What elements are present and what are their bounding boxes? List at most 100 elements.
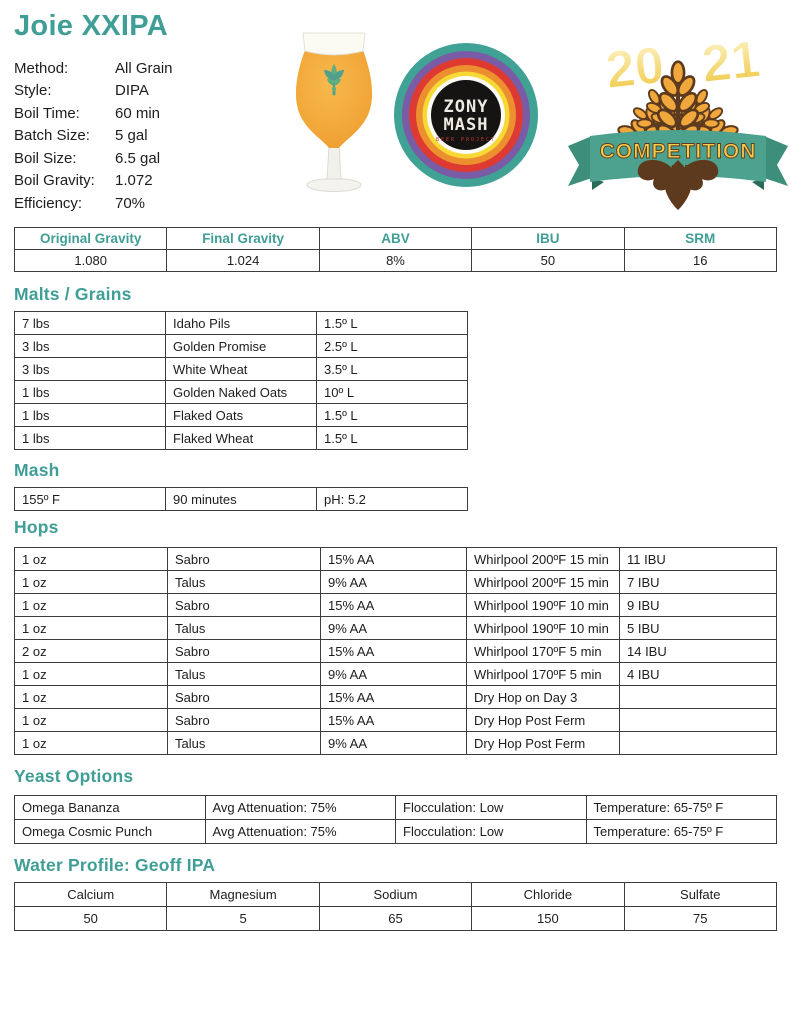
info-value: 60 min xyxy=(115,104,161,122)
malt-amount: 3 lbs xyxy=(14,357,166,381)
water-table: Calcium Magnesium Sodium Chloride Sulfat… xyxy=(13,882,778,931)
hop-use: Dry Hop on Day 3 xyxy=(466,685,620,709)
hop-name: Talus xyxy=(167,662,321,686)
malt-lovibond: 10º L xyxy=(316,380,468,404)
water-value: 50 xyxy=(13,906,168,931)
table-row: 1 oz Sabro 15% AA Whirlpool 200ºF 15 min… xyxy=(14,547,777,571)
yeast-attenuation: Avg Attenuation: 75% xyxy=(204,795,396,820)
hop-aa: 15% AA xyxy=(320,639,467,663)
glass-foot xyxy=(306,145,362,192)
mash-time: 90 minutes xyxy=(165,487,317,511)
hop-name: Sabro xyxy=(167,547,321,571)
malt-amount: 7 lbs xyxy=(14,311,166,335)
malt-amount: 1 lbs xyxy=(14,403,166,427)
hop-aa: 15% AA xyxy=(320,547,467,571)
stat-header: SRM xyxy=(623,227,778,250)
logo-word-2: MASH xyxy=(444,115,489,135)
hop-name: Sabro xyxy=(167,685,321,709)
hop-ibu: 9 IBU xyxy=(619,593,777,617)
water-value: 65 xyxy=(318,906,473,931)
yeast-attenuation: Avg Attenuation: 75% xyxy=(204,819,396,844)
badge-year-left: 20 xyxy=(603,36,667,100)
malt-name: Golden Naked Oats xyxy=(165,380,317,404)
info-label: Style: xyxy=(14,82,52,100)
hop-ibu: 14 IBU xyxy=(619,639,777,663)
hop-amount: 2 oz xyxy=(14,639,168,663)
water-value-row: 50 5 65 150 75 xyxy=(13,906,778,931)
water-heading: Water Profile: Geoff IPA xyxy=(14,855,216,875)
info-label: Method: xyxy=(14,59,69,77)
mash-heading: Mash xyxy=(14,460,60,480)
hop-name: Talus xyxy=(167,570,321,594)
hop-aa: 15% AA xyxy=(320,593,467,617)
hop-amount: 1 oz xyxy=(14,616,168,640)
hop-use: Whirlpool 170ºF 5 min xyxy=(466,662,620,686)
logo-word-1: ZONY xyxy=(444,97,489,117)
stat-value: 50 xyxy=(471,249,625,272)
malt-lovibond: 2.5º L xyxy=(316,334,468,358)
logo-center xyxy=(431,80,501,150)
hop-ibu: 11 IBU xyxy=(619,547,777,571)
info-label: Efficiency: xyxy=(14,194,83,212)
stat-header: IBU xyxy=(471,227,625,250)
hop-aa: 15% AA xyxy=(320,708,467,732)
hop-use: Whirlpool 190ºF 10 min xyxy=(466,593,620,617)
malt-name: Flaked Wheat xyxy=(165,426,317,450)
hop-use: Whirlpool 200ºF 15 min xyxy=(466,547,620,571)
fleur-de-lis-icon xyxy=(637,159,719,210)
stat-value: 1.024 xyxy=(166,249,320,272)
hop-amount: 1 oz xyxy=(14,570,168,594)
info-row-style: Style: DIPA xyxy=(14,80,173,103)
water-header: Sodium xyxy=(318,882,473,907)
hop-amount: 1 oz xyxy=(14,593,168,617)
info-row-boil-size: Boil Size: 6.5 gal xyxy=(14,147,173,170)
hop-use: Whirlpool 190ºF 10 min xyxy=(466,616,620,640)
table-row: 155º F 90 minutes pH: 5.2 xyxy=(14,487,468,511)
info-value: 5 gal xyxy=(115,127,148,145)
hop-ibu: 5 IBU xyxy=(619,616,777,640)
hop-name: Talus xyxy=(167,616,321,640)
foam-head xyxy=(302,32,366,56)
table-row: 3 lbs Golden Promise 2.5º L xyxy=(14,334,468,358)
table-row: 1 oz Talus 9% AA Dry Hop Post Ferm xyxy=(14,731,777,755)
mash-table: 155º F 90 minutes pH: 5.2 xyxy=(14,487,468,511)
malt-name: Golden Promise xyxy=(165,334,317,358)
zony-mash-logo: ZONY MASH BEER PROJECT xyxy=(394,43,538,187)
stat-value: 8% xyxy=(318,249,473,272)
info-row-efficiency: Efficiency: 70% xyxy=(14,192,173,215)
stat-header: Original Gravity xyxy=(13,227,168,250)
beer-body xyxy=(295,50,373,148)
mash-ph: pH: 5.2 xyxy=(316,487,468,511)
hop-emblem-icon xyxy=(324,64,344,96)
table-row: 1 oz Sabro 15% AA Dry Hop Post Ferm xyxy=(14,708,777,732)
malt-name: Idaho Pils xyxy=(165,311,317,335)
hop-name: Sabro xyxy=(167,639,321,663)
yeast-name: Omega Cosmic Punch xyxy=(14,819,206,844)
malt-lovibond: 1.5º L xyxy=(316,426,468,450)
table-row: 1 lbs Flaked Oats 1.5º L xyxy=(14,403,468,427)
hops-table: 1 oz Sabro 15% AA Whirlpool 200ºF 15 min… xyxy=(14,547,777,755)
page-title: Joie XXIPA xyxy=(14,10,168,42)
table-row: 1 oz Sabro 15% AA Dry Hop on Day 3 xyxy=(14,685,777,709)
table-row: 1 oz Sabro 15% AA Whirlpool 190ºF 10 min… xyxy=(14,593,777,617)
hop-ibu: 7 IBU xyxy=(619,570,777,594)
beer-glass-illustration xyxy=(295,32,373,192)
table-row: 1 oz Talus 9% AA Whirlpool 190ºF 10 min … xyxy=(14,616,777,640)
malt-lovibond: 1.5º L xyxy=(316,403,468,427)
info-value: 6.5 gal xyxy=(115,149,161,167)
malts-heading: Malts / Grains xyxy=(14,284,132,304)
water-header: Calcium xyxy=(13,882,168,907)
recipe-info-list: Method: All Grain Style: DIPA Boil Time:… xyxy=(14,57,173,215)
hop-ibu: 4 IBU xyxy=(619,662,777,686)
info-label: Boil Size: xyxy=(14,149,77,167)
info-value: 70% xyxy=(115,194,146,212)
info-label: Batch Size: xyxy=(14,127,90,145)
hop-ibu xyxy=(619,731,777,755)
logo-subtext: BEER PROJECT xyxy=(436,137,496,143)
stat-header: ABV xyxy=(318,227,473,250)
info-row-boil-time: Boil Time: 60 min xyxy=(14,102,173,125)
info-label: Boil Gravity: xyxy=(14,172,95,190)
table-row: 1 lbs Golden Naked Oats 10º L xyxy=(14,380,468,404)
stats-value-row: 1.080 1.024 8% 50 16 xyxy=(13,249,778,272)
yeast-temperature: Temperature: 65-75º F xyxy=(585,795,777,820)
